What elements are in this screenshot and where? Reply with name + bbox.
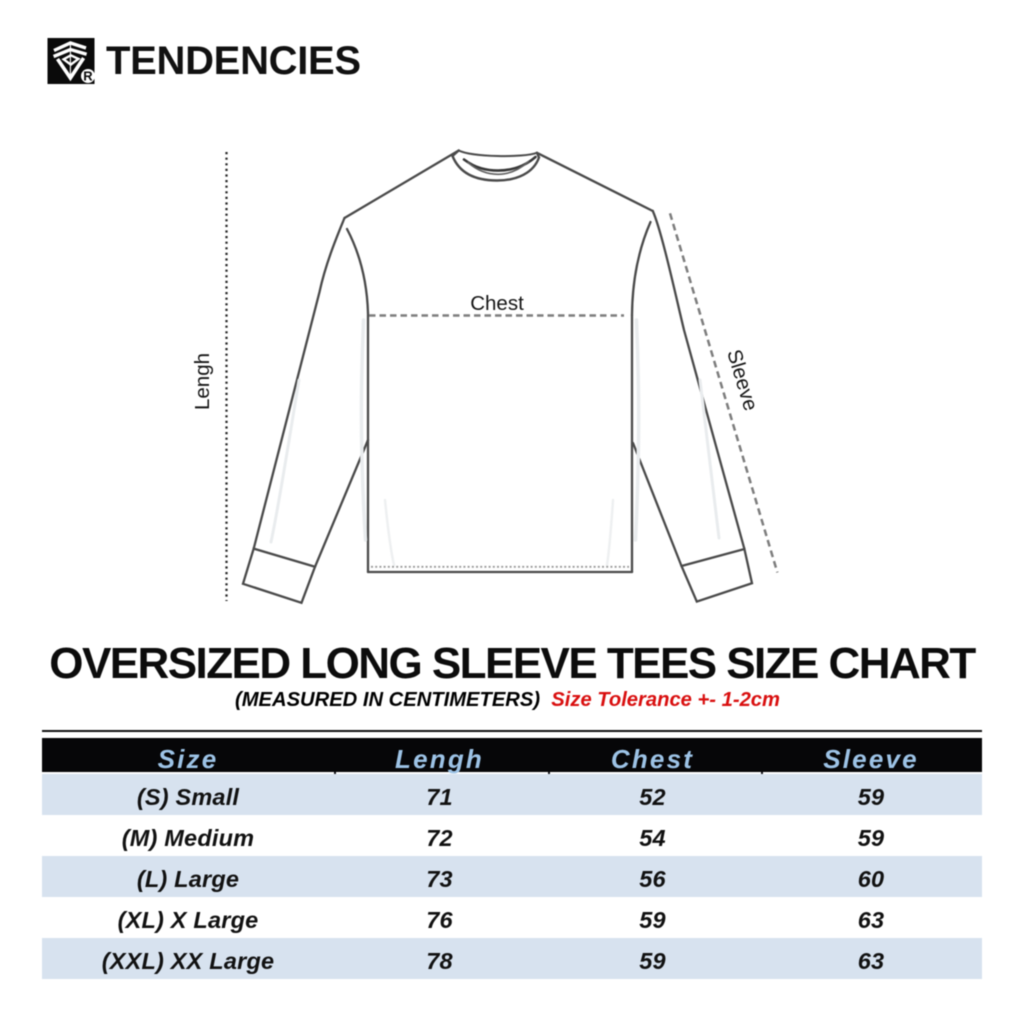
svg-text:Sleeve: Sleeve bbox=[722, 347, 762, 414]
svg-text:R: R bbox=[83, 69, 93, 84]
svg-text:Chest: Chest bbox=[470, 292, 524, 315]
svg-text:Lengh: Lengh bbox=[191, 353, 214, 410]
